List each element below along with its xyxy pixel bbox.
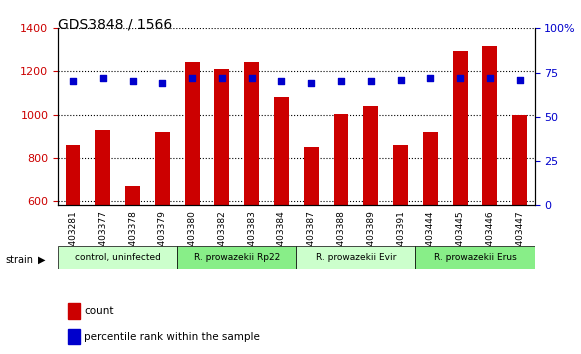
- Bar: [274, 97, 289, 205]
- Bar: [423, 132, 437, 205]
- Point: [277, 79, 286, 84]
- Bar: [512, 115, 527, 205]
- Text: R. prowazekii Erus: R. prowazekii Erus: [433, 253, 517, 262]
- Bar: [66, 145, 80, 205]
- Bar: [333, 114, 349, 205]
- Bar: [363, 106, 378, 205]
- Point: [485, 75, 494, 81]
- FancyBboxPatch shape: [58, 246, 177, 269]
- Bar: [67, 329, 80, 344]
- Bar: [244, 62, 259, 205]
- Point: [336, 79, 346, 84]
- FancyBboxPatch shape: [177, 246, 296, 269]
- Text: percentile rank within the sample: percentile rank within the sample: [84, 332, 260, 342]
- Point: [247, 75, 256, 81]
- Point: [396, 77, 405, 82]
- Bar: [125, 186, 140, 205]
- Bar: [482, 46, 497, 205]
- Text: control, uninfected: control, uninfected: [75, 253, 160, 262]
- Point: [307, 80, 316, 86]
- Bar: [185, 62, 199, 205]
- Bar: [214, 69, 229, 205]
- Point: [366, 79, 375, 84]
- Point: [69, 79, 78, 84]
- Text: ▶: ▶: [38, 255, 45, 265]
- Bar: [453, 51, 468, 205]
- Point: [188, 75, 197, 81]
- Text: count: count: [84, 306, 114, 316]
- Point: [426, 75, 435, 81]
- Point: [217, 75, 227, 81]
- Bar: [67, 303, 80, 319]
- FancyBboxPatch shape: [296, 246, 415, 269]
- Text: strain: strain: [6, 255, 34, 265]
- Point: [128, 79, 137, 84]
- FancyBboxPatch shape: [415, 246, 535, 269]
- Point: [456, 75, 465, 81]
- Text: GDS3848 / 1566: GDS3848 / 1566: [58, 18, 173, 32]
- Bar: [155, 132, 170, 205]
- Text: R. prowazekii Evir: R. prowazekii Evir: [315, 253, 396, 262]
- Bar: [304, 147, 318, 205]
- Point: [515, 77, 524, 82]
- Bar: [95, 130, 110, 205]
- Point: [98, 75, 107, 81]
- Bar: [393, 145, 408, 205]
- Text: R. prowazekii Rp22: R. prowazekii Rp22: [193, 253, 280, 262]
- Point: [157, 80, 167, 86]
